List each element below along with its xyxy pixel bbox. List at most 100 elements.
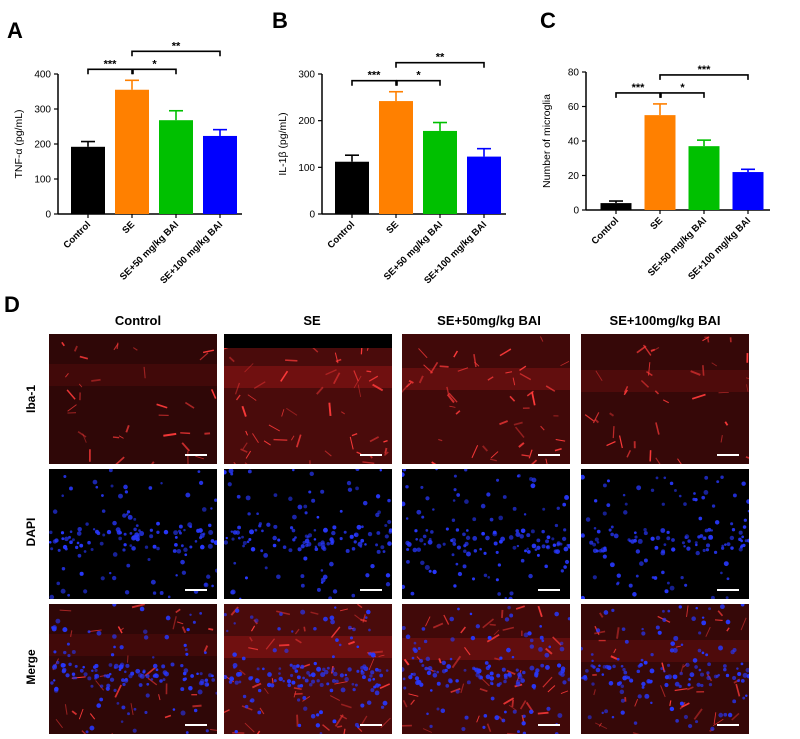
dapi-nucleus <box>493 541 498 546</box>
iba1-process <box>514 426 525 438</box>
y-tick-label: 0 <box>573 206 579 217</box>
dapi-nucleus <box>453 488 457 492</box>
dapi-nucleus <box>736 667 739 670</box>
iba1-process <box>418 375 424 384</box>
dapi-nucleus <box>598 664 601 668</box>
dapi-nucleus <box>69 486 73 491</box>
dapi-nucleus <box>247 512 251 516</box>
dapi-nucleus <box>83 672 88 677</box>
dapi-nucleus <box>291 630 294 633</box>
dapi-nucleus <box>602 483 607 488</box>
dapi-nucleus <box>714 520 720 525</box>
dapi-nucleus <box>730 546 734 550</box>
dapi-nucleus <box>641 631 646 636</box>
iba1-process <box>675 645 681 648</box>
dapi-nucleus <box>740 662 744 666</box>
dapi-nucleus <box>457 607 460 611</box>
dapi-nucleus <box>126 510 131 514</box>
dapi-nucleus <box>726 577 730 581</box>
iba1-process <box>112 436 120 439</box>
dapi-nucleus <box>738 537 742 542</box>
dapi-nucleus <box>344 673 348 677</box>
dapi-nucleus <box>311 498 316 503</box>
iba1-process <box>208 627 214 631</box>
dapi-nucleus <box>362 664 367 669</box>
micrograph-iba-1-2 <box>402 334 570 464</box>
y-tick-label: 400 <box>34 70 51 81</box>
dapi-nucleus <box>250 676 254 680</box>
dapi-nucleus <box>484 661 489 665</box>
iba1-process <box>368 375 379 382</box>
dapi-nucleus <box>581 595 585 599</box>
dapi-nucleus <box>238 680 242 684</box>
dapi-nucleus <box>300 609 306 615</box>
iba1-process <box>537 605 543 618</box>
dapi-nucleus <box>139 531 145 537</box>
dapi-nucleus <box>388 530 392 534</box>
dapi-nucleus <box>452 542 457 546</box>
dapi-nucleus <box>331 540 334 544</box>
dapi-nucleus <box>349 636 354 640</box>
dapi-nucleus <box>452 499 456 502</box>
column-title-se-50: SE+50mg/kg BAI <box>437 313 541 328</box>
dapi-nucleus <box>660 528 666 533</box>
dapi-nucleus <box>605 664 610 669</box>
dapi-nucleus <box>320 569 324 572</box>
iba1-process <box>712 718 724 727</box>
dapi-nucleus <box>289 663 293 667</box>
dapi-nucleus <box>364 543 367 546</box>
dapi-nucleus <box>405 634 411 640</box>
dapi-nucleus <box>489 671 494 676</box>
dapi-nucleus <box>180 687 185 692</box>
dapi-nucleus <box>167 595 171 599</box>
dapi-nucleus <box>331 655 335 659</box>
iba1-process <box>259 707 265 715</box>
dapi-nucleus <box>123 532 127 536</box>
dapi-nucleus <box>469 612 473 616</box>
iba1-process <box>451 655 462 669</box>
iba1-band <box>402 368 570 390</box>
dapi-nucleus <box>679 671 683 676</box>
dapi-nucleus <box>511 655 515 659</box>
dapi-nucleus <box>260 549 264 553</box>
dapi-nucleus <box>697 535 701 539</box>
dapi-nucleus <box>655 535 661 541</box>
dapi-nucleus <box>595 667 601 673</box>
dapi-nucleus <box>524 549 527 553</box>
dapi-nucleus <box>331 667 335 671</box>
dapi-nucleus <box>206 683 209 686</box>
dapi-nucleus <box>521 721 526 726</box>
dapi-nucleus <box>242 544 245 548</box>
dapi-nucleus <box>740 679 745 683</box>
iba1-process <box>464 646 471 656</box>
dapi-nucleus <box>703 536 707 540</box>
iba1-process <box>278 643 290 647</box>
dapi-nucleus <box>523 513 527 516</box>
iba1-process <box>439 365 449 368</box>
dapi-nucleus <box>111 575 117 581</box>
dapi-nucleus <box>660 667 664 671</box>
dapi-nucleus <box>184 677 188 681</box>
dapi-nucleus <box>706 671 710 675</box>
dapi-nucleus <box>683 545 686 548</box>
iba1-process <box>677 458 682 464</box>
dapi-nucleus <box>362 500 368 506</box>
dapi-nucleus <box>700 683 704 688</box>
dapi-nucleus <box>144 545 149 549</box>
iba1-process <box>357 604 363 609</box>
dapi-nucleus <box>52 679 56 682</box>
micrograph-dapi-0 <box>49 469 217 599</box>
iba1-process <box>493 629 500 636</box>
dapi-nucleus <box>248 537 252 542</box>
y-tick-label: 100 <box>34 175 51 186</box>
dapi-nucleus <box>215 691 217 695</box>
dapi-nucleus <box>172 708 176 711</box>
iba1-haze <box>49 334 217 464</box>
significance-bracket <box>396 79 441 86</box>
dapi-nucleus <box>230 530 234 533</box>
dapi-nucleus <box>319 710 323 715</box>
micrograph-merge-2 <box>402 604 570 734</box>
dapi-nucleus <box>296 675 301 680</box>
dapi-nucleus <box>427 539 433 545</box>
dapi-nucleus <box>108 571 112 575</box>
